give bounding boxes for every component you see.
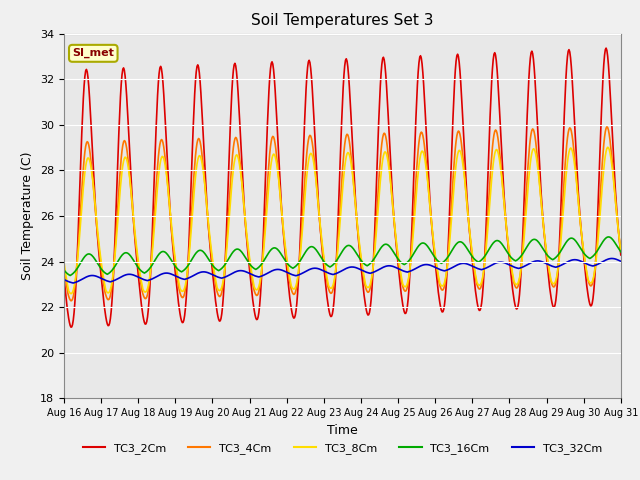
Text: SI_met: SI_met (72, 48, 114, 59)
Legend: TC3_2Cm, TC3_4Cm, TC3_8Cm, TC3_16Cm, TC3_32Cm: TC3_2Cm, TC3_4Cm, TC3_8Cm, TC3_16Cm, TC3… (78, 439, 607, 458)
Title: Soil Temperatures Set 3: Soil Temperatures Set 3 (251, 13, 434, 28)
Y-axis label: Soil Temperature (C): Soil Temperature (C) (22, 152, 35, 280)
X-axis label: Time: Time (327, 424, 358, 437)
